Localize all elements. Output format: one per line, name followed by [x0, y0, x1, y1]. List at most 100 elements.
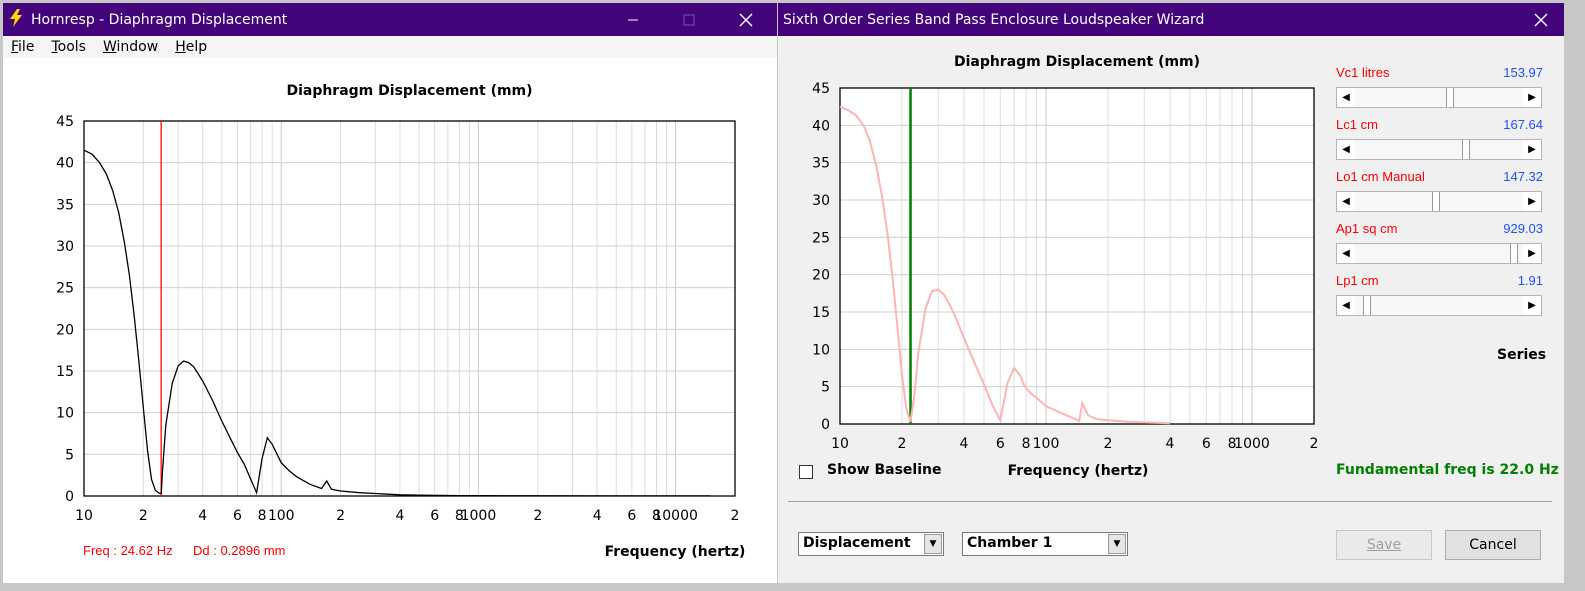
scroll-right-icon[interactable]: ▶ — [1523, 192, 1541, 211]
wizard-close-icon[interactable] — [1518, 3, 1564, 36]
param-value: 1.91 — [1517, 273, 1543, 288]
maximize-icon — [666, 3, 712, 36]
show-baseline-label[interactable]: Show Baseline — [827, 462, 942, 478]
y-tick-label: 5 — [65, 447, 74, 463]
plot-area — [840, 88, 1314, 424]
menu-window[interactable]: Window — [102, 39, 159, 55]
scroll-right-icon[interactable]: ▶ — [1523, 140, 1541, 159]
minimize-icon[interactable] — [610, 3, 656, 36]
scroll-thumb[interactable] — [1431, 192, 1440, 211]
chevron-down-icon[interactable]: ▼ — [1108, 534, 1126, 554]
scroll-left-icon[interactable]: ◀ — [1337, 244, 1355, 263]
y-tick-label: 25 — [812, 230, 830, 246]
y-tick-label: 5 — [821, 380, 830, 396]
scroll-right-icon[interactable]: ▶ — [1523, 244, 1541, 263]
x-tick-label: 6 — [627, 508, 636, 524]
x-tick-label: 10 — [831, 436, 849, 452]
param-scrollbar[interactable]: ◀ ▶ — [1336, 243, 1542, 264]
scroll-left-icon[interactable]: ◀ — [1337, 88, 1355, 107]
x-tick-label: 6 — [1202, 436, 1211, 452]
scroll-right-icon[interactable]: ▶ — [1523, 88, 1541, 107]
x-tick-label: 6 — [233, 508, 242, 524]
menu-file[interactable]: File — [11, 39, 35, 55]
y-tick-label: 15 — [56, 364, 74, 380]
param-scrollbar[interactable]: ◀ ▶ — [1336, 191, 1542, 212]
y-tick-label: 10 — [812, 342, 830, 358]
y-tick-label: 0 — [821, 417, 830, 433]
param-value: 153.97 — [1503, 65, 1543, 80]
chart-title: Diaphragm Displacement (mm) — [954, 54, 1200, 70]
app-icon — [9, 9, 23, 30]
x-tick-label: 8 — [1228, 436, 1237, 452]
chart-title: Diaphragm Displacement (mm) — [286, 83, 532, 99]
fundamental-freq-text: Fundamental freq is 22.0 Hz — [1336, 462, 1559, 478]
y-tick-label: 15 — [812, 305, 830, 321]
param-label: Lc1 cm — [1336, 117, 1378, 132]
param-value: 147.32 — [1503, 169, 1543, 184]
display-type-dropdown[interactable]: Displacement ▼ — [798, 532, 944, 556]
scroll-thumb[interactable] — [1446, 88, 1455, 107]
plot-area — [84, 121, 735, 496]
x-tick-label: 8 — [455, 508, 464, 524]
x-tick-label: 4 — [1166, 436, 1175, 452]
x-tick-label: 4 — [198, 508, 207, 524]
y-tick-label: 35 — [56, 197, 74, 213]
y-tick-label: 20 — [812, 268, 830, 284]
x-tick-label: 2 — [1310, 436, 1319, 452]
y-tick-label: 35 — [812, 156, 830, 172]
x-axis-label: Frequency (hertz) — [1008, 463, 1149, 479]
hornresp-window: Hornresp - Diaphragm Displacement File T… — [3, 3, 777, 583]
x-tick-label: 2 — [731, 508, 740, 524]
menu-tools[interactable]: Tools — [51, 39, 86, 55]
param-value: 929.03 — [1503, 221, 1543, 236]
param-label: Ap1 sq cm — [1336, 221, 1398, 236]
window-title: Hornresp - Diaphragm Displacement — [31, 11, 288, 28]
scroll-thumb[interactable] — [1363, 296, 1371, 315]
param-label: Lp1 cm — [1336, 273, 1379, 288]
param-value: 167.64 — [1503, 117, 1543, 132]
chamber-dropdown[interactable]: Chamber 1 ▼ — [962, 532, 1128, 556]
title-bar[interactable]: Hornresp - Diaphragm Displacement — [3, 3, 777, 36]
display-type-value: Displacement — [803, 535, 911, 551]
x-tick-label: 8 — [258, 508, 267, 524]
x-tick-label: 4 — [960, 436, 969, 452]
scroll-thumb[interactable] — [1510, 244, 1519, 263]
cancel-button[interactable]: Cancel — [1445, 530, 1541, 560]
save-button[interactable]: Save — [1336, 530, 1432, 560]
chevron-down-icon[interactable]: ▼ — [924, 534, 942, 554]
x-tick-label: 100 — [1033, 436, 1060, 452]
y-tick-label: 10 — [56, 406, 74, 422]
x-tick-label: 4 — [593, 508, 602, 524]
x-tick-label: 8 — [1022, 436, 1031, 452]
wizard-title-bar[interactable]: Sixth Order Series Band Pass Enclosure L… — [778, 3, 1564, 36]
series-label: Series — [1497, 347, 1547, 363]
plot-frame — [83, 120, 736, 497]
x-tick-label: 2 — [336, 508, 345, 524]
series-line — [83, 149, 711, 497]
menu-bar: File Tools Window Help — [3, 36, 777, 58]
param-scrollbar[interactable]: ◀ ▶ — [1336, 87, 1542, 108]
wizard-title: Sixth Order Series Band Pass Enclosure L… — [783, 11, 1205, 28]
show-baseline-checkbox[interactable] — [799, 465, 813, 479]
menu-help[interactable]: Help — [175, 39, 208, 55]
x-tick-label: 4 — [395, 508, 404, 524]
param-scrollbar[interactable]: ◀ ▶ — [1336, 295, 1542, 316]
param-scrollbar[interactable]: ◀ ▶ — [1336, 139, 1542, 160]
x-tick-label: 2 — [533, 508, 542, 524]
y-tick-label: 45 — [812, 81, 830, 97]
scroll-left-icon[interactable]: ◀ — [1337, 192, 1355, 211]
scroll-thumb[interactable] — [1462, 140, 1471, 159]
x-tick-label: 100 — [268, 508, 295, 524]
x-tick-label: 2 — [898, 436, 907, 452]
scroll-left-icon[interactable]: ◀ — [1337, 296, 1355, 315]
close-icon[interactable] — [723, 3, 769, 36]
x-tick-label: 10000 — [653, 508, 698, 524]
scroll-right-icon[interactable]: ▶ — [1523, 296, 1541, 315]
scroll-left-icon[interactable]: ◀ — [1337, 140, 1355, 159]
x-tick-label: 6 — [430, 508, 439, 524]
x-tick-label: 2 — [139, 508, 148, 524]
param-label: Vc1 litres — [1336, 65, 1390, 80]
save-button-label: Save — [1366, 537, 1402, 553]
